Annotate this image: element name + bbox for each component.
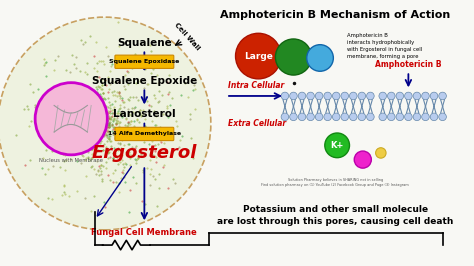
Text: Find solution pharmacy on (1) YouTube (2) Facebook Group and Page (3) Instagram: Find solution pharmacy on (1) YouTube (2… — [261, 183, 409, 187]
Circle shape — [307, 92, 314, 100]
Circle shape — [439, 92, 447, 100]
Text: Extra Cellular: Extra Cellular — [228, 119, 286, 128]
FancyBboxPatch shape — [115, 127, 174, 141]
Circle shape — [341, 92, 348, 100]
Circle shape — [315, 113, 323, 121]
Text: 14 Alfa Demethylase: 14 Alfa Demethylase — [108, 131, 181, 136]
Circle shape — [349, 92, 357, 100]
Text: Amphotericin B: Amphotericin B — [375, 60, 442, 69]
Text: Amphotericin B Mechanism of Action: Amphotericin B Mechanism of Action — [220, 10, 450, 20]
Circle shape — [0, 17, 211, 230]
Circle shape — [430, 92, 438, 100]
Text: Cell Wall: Cell Wall — [173, 22, 201, 52]
Circle shape — [354, 151, 371, 168]
Circle shape — [366, 92, 374, 100]
Circle shape — [35, 83, 107, 155]
Circle shape — [298, 113, 306, 121]
Circle shape — [349, 113, 357, 121]
Circle shape — [332, 113, 340, 121]
Circle shape — [413, 113, 421, 121]
Circle shape — [396, 113, 404, 121]
Text: Potassium and other small molecule: Potassium and other small molecule — [243, 205, 428, 214]
Circle shape — [379, 92, 386, 100]
Text: Lanosterol: Lanosterol — [113, 109, 176, 119]
Circle shape — [290, 92, 297, 100]
Text: Nucleus with Membrane: Nucleus with Membrane — [39, 158, 103, 163]
Circle shape — [236, 33, 281, 79]
Circle shape — [405, 92, 412, 100]
Circle shape — [430, 113, 438, 121]
Circle shape — [275, 39, 311, 75]
Circle shape — [307, 113, 314, 121]
Circle shape — [405, 113, 412, 121]
Circle shape — [341, 113, 348, 121]
Circle shape — [307, 45, 333, 71]
FancyBboxPatch shape — [115, 55, 174, 68]
Circle shape — [315, 92, 323, 100]
Circle shape — [281, 92, 289, 100]
Text: Ergosterol: Ergosterol — [91, 144, 197, 162]
Circle shape — [422, 113, 429, 121]
Text: are lost through this pores, causing cell death: are lost through this pores, causing cel… — [217, 217, 454, 226]
Circle shape — [396, 92, 404, 100]
Circle shape — [387, 92, 395, 100]
Circle shape — [332, 92, 340, 100]
Text: Large: Large — [244, 52, 273, 61]
Circle shape — [290, 113, 297, 121]
Circle shape — [422, 92, 429, 100]
Circle shape — [281, 113, 289, 121]
Text: Amphotericin B
interacts hydrophobically
with Ergosterol in fungal cell
membrane: Amphotericin B interacts hydrophobically… — [346, 33, 422, 59]
Circle shape — [324, 113, 331, 121]
Text: K+: K+ — [330, 141, 344, 150]
Circle shape — [413, 92, 421, 100]
Circle shape — [325, 133, 349, 158]
Text: Fungal Cell Membrane: Fungal Cell Membrane — [91, 228, 197, 237]
Text: Squalene: Squalene — [117, 38, 172, 48]
Text: Squalene Epoxide: Squalene Epoxide — [92, 76, 197, 86]
Circle shape — [358, 92, 365, 100]
Circle shape — [439, 113, 447, 121]
Circle shape — [324, 92, 331, 100]
Circle shape — [387, 113, 395, 121]
Circle shape — [375, 148, 386, 158]
Circle shape — [358, 113, 365, 121]
Circle shape — [298, 92, 306, 100]
Circle shape — [379, 113, 386, 121]
Circle shape — [366, 113, 374, 121]
Text: Squalene Epoxidase: Squalene Epoxidase — [109, 59, 180, 64]
Text: Intra Cellular: Intra Cellular — [228, 81, 284, 90]
Text: Solution Pharmacy believes in SHARING not in selling: Solution Pharmacy believes in SHARING no… — [288, 178, 383, 182]
